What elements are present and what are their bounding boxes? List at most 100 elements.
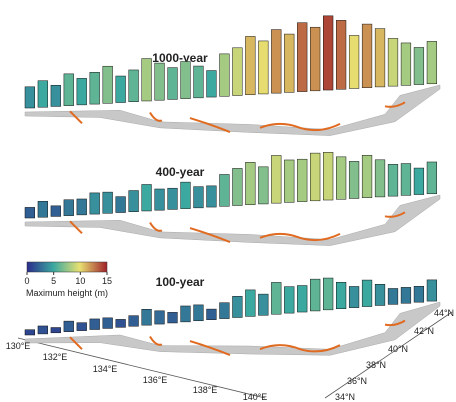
bar <box>115 319 126 328</box>
bar <box>374 284 386 306</box>
bar <box>167 67 178 100</box>
bar <box>348 286 360 308</box>
bar <box>193 186 204 209</box>
bar <box>50 327 61 334</box>
bar <box>310 26 321 92</box>
bar <box>400 287 412 304</box>
bar <box>180 305 191 323</box>
bar <box>167 312 178 324</box>
bar <box>24 86 35 109</box>
bar <box>271 29 282 94</box>
bar <box>37 325 48 335</box>
bar <box>206 185 217 208</box>
bar <box>128 69 139 102</box>
bar <box>115 75 126 103</box>
bar <box>336 20 347 90</box>
bar <box>258 166 269 205</box>
bar <box>232 47 243 96</box>
bar <box>258 40 269 95</box>
bar <box>336 156 347 200</box>
lon-label: 136°E <box>143 375 168 385</box>
lat-label: 36°N <box>347 376 367 386</box>
bar <box>426 161 438 195</box>
bar <box>89 318 100 330</box>
bar <box>232 168 243 206</box>
lon-label: 132°E <box>43 352 68 362</box>
lat-label: 38°N <box>366 360 386 370</box>
lon-label: 134°E <box>93 364 118 374</box>
bar <box>413 167 425 195</box>
bar <box>206 70 217 98</box>
bar <box>426 279 438 302</box>
bar <box>193 65 204 99</box>
bar <box>310 152 321 202</box>
bar <box>76 78 87 106</box>
axis-lines <box>17 311 453 399</box>
bar <box>219 302 230 319</box>
bar <box>284 159 295 203</box>
bar <box>297 285 308 313</box>
bar <box>400 42 412 86</box>
bar <box>297 158 308 202</box>
bar <box>24 207 35 219</box>
bar <box>50 84 61 107</box>
bar <box>323 152 334 201</box>
river <box>69 319 406 357</box>
panel-label: 100-year <box>156 275 205 289</box>
bar <box>180 181 191 209</box>
bar <box>245 36 256 95</box>
bar <box>76 198 87 216</box>
bar <box>219 174 230 207</box>
bar <box>141 309 152 326</box>
bar <box>348 35 360 89</box>
lat-label: 44°N <box>434 308 454 318</box>
bar <box>400 163 412 196</box>
bar <box>271 155 282 204</box>
bar <box>50 205 61 217</box>
bar <box>361 279 373 307</box>
bar <box>361 155 373 198</box>
bar <box>37 201 48 218</box>
bar <box>374 28 386 88</box>
bar <box>154 62 165 101</box>
colorbar-tick-label: 10 <box>75 276 85 286</box>
bar <box>387 288 399 305</box>
bar <box>245 162 256 205</box>
colorbar <box>26 261 108 273</box>
lat-label: 34°N <box>335 392 355 402</box>
bar <box>102 317 113 329</box>
river <box>69 101 406 133</box>
bar <box>206 308 217 320</box>
bar <box>102 191 113 214</box>
bar <box>258 293 269 316</box>
bar <box>323 277 334 311</box>
bar <box>193 304 204 322</box>
river <box>69 211 406 243</box>
bar <box>387 38 399 87</box>
bar <box>284 33 295 93</box>
colorbar-label: Maximum height (m) <box>26 288 108 298</box>
panel-label: 400-year <box>156 165 205 179</box>
bar <box>154 310 165 325</box>
lon-label: 138°E <box>193 385 218 395</box>
bar <box>180 61 191 99</box>
bar <box>37 80 48 108</box>
bar <box>310 278 321 312</box>
colorbar-tick-label: 5 <box>51 276 56 286</box>
lon-label: 130°E <box>6 341 31 351</box>
bar <box>323 15 334 91</box>
bar <box>232 296 243 318</box>
colorbar-tick-label: 0 <box>24 276 29 286</box>
bar <box>374 159 386 198</box>
bar <box>167 187 178 210</box>
bar <box>245 289 256 317</box>
bar <box>297 22 308 92</box>
bar <box>387 164 399 197</box>
bar <box>89 72 100 105</box>
bar <box>141 184 152 212</box>
bar <box>128 315 139 327</box>
lat-label: 40°N <box>388 344 408 354</box>
bar <box>128 190 139 213</box>
bar <box>426 41 438 85</box>
